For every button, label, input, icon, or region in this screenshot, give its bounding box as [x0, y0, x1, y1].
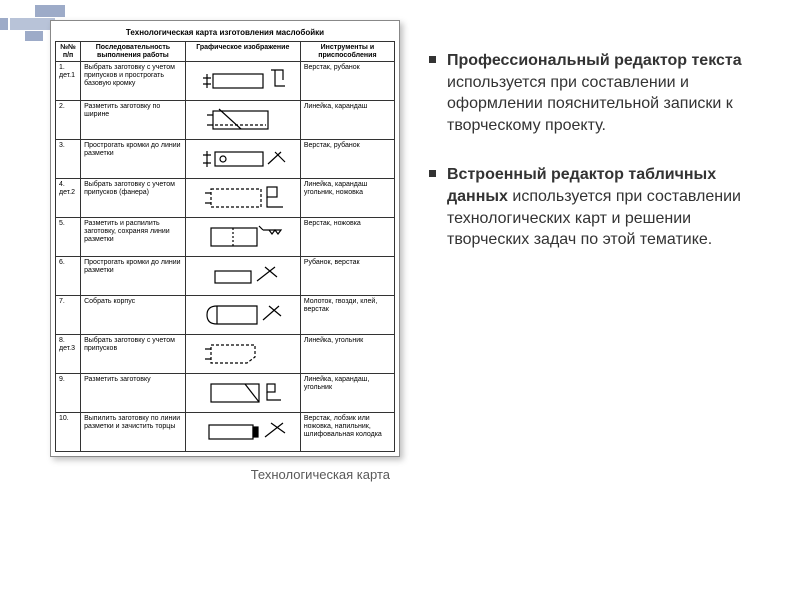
cell-tools: Рубанок, верстак — [300, 257, 394, 296]
table-row: 10.Выпилить заготовку по линии разметки … — [56, 413, 395, 452]
cell-tools: Верстак, рубанок — [300, 140, 394, 179]
cell-number: 4. дет.2 — [56, 179, 81, 218]
left-column: Технологическая карта изготовления масло… — [50, 20, 400, 580]
cell-graphic — [185, 140, 300, 179]
col-header-tools: Инструменты и приспособления — [300, 42, 394, 62]
cell-sequence: Выбрать заготовку с учетом припусков и п… — [81, 62, 186, 101]
cell-sequence: Выбрать заготовку с учетом припусков (фа… — [81, 179, 186, 218]
table-row: 9.Разметить заготовку Линейка, карандаш, … — [56, 374, 395, 413]
cell-tools: Линейка, карандаш, угольник — [300, 374, 394, 413]
cell-graphic — [185, 413, 300, 452]
cell-tools: Верстак, рубанок — [300, 62, 394, 101]
table-row: 7.Собрать корпус Молоток, гвозди, клей, в… — [56, 296, 395, 335]
cell-graphic — [185, 179, 300, 218]
cell-number: 5. — [56, 218, 81, 257]
col-header-sequence: Последовательность выполнения работы — [81, 42, 186, 62]
cell-number: 3. — [56, 140, 81, 179]
col-header-number: №№ п/п — [56, 42, 81, 62]
cell-sequence: Разметить и распилить заготовку, сохраня… — [81, 218, 186, 257]
table-row: 5.Разметить и распилить заготовку, сохра… — [56, 218, 395, 257]
cell-tools: Линейка, угольник — [300, 335, 394, 374]
cell-sequence: Выбрать заготовку с учетом припусков — [81, 335, 186, 374]
cell-number: 6. — [56, 257, 81, 296]
table-row: 6.Прострогать кромки до линии разметки Ру… — [56, 257, 395, 296]
bullet-item: Профессиональный редактор текста использ… — [425, 50, 760, 136]
table-row: 8. дет.3Выбрать заготовку с учетом припу… — [56, 335, 395, 374]
cell-number: 2. — [56, 101, 81, 140]
cell-tools: Верстак, лобзик или ножовка, напильник, … — [300, 413, 394, 452]
cell-tools: Линейка, карандаш угольник, ножовка — [300, 179, 394, 218]
cell-graphic — [185, 218, 300, 257]
cell-number: 9. — [56, 374, 81, 413]
cell-sequence: Прострогать кромки до линии разметки — [81, 257, 186, 296]
cell-graphic — [185, 335, 300, 374]
cell-sequence: Выпилить заготовку по линии разметки и з… — [81, 413, 186, 452]
cell-sequence: Разметить заготовку — [81, 374, 186, 413]
cell-number: 1. дет.1 — [56, 62, 81, 101]
cell-number: 10. — [56, 413, 81, 452]
cell-graphic — [185, 296, 300, 335]
bullet-bold: Профессиональный редактор текста — [447, 52, 742, 69]
col-header-graphic: Графическое изображение — [185, 42, 300, 62]
cell-graphic — [185, 257, 300, 296]
cell-sequence: Разметить заготовку по ширине — [81, 101, 186, 140]
right-column: Профессиональный редактор текста использ… — [425, 20, 760, 580]
slide-content: Технологическая карта изготовления масло… — [50, 20, 770, 580]
table-title: Технологическая карта изготовления масло… — [55, 25, 395, 41]
cell-number: 7. — [56, 296, 81, 335]
bullet-item: Встроенный редактор табличных данных исп… — [425, 164, 760, 250]
table-row: 2.Разметить заготовку по ширине Линейка, … — [56, 101, 395, 140]
table-row: 3.Прострогать кромки до линии разметки Ве… — [56, 140, 395, 179]
table-row: 4. дет.2Выбрать заготовку с учетом припу… — [56, 179, 395, 218]
cell-tools: Верстак, ножовка — [300, 218, 394, 257]
tech-table-container: Технологическая карта изготовления масло… — [50, 20, 400, 457]
cell-tools: Молоток, гвозди, клей, верстак — [300, 296, 394, 335]
cell-sequence: Собрать корпус — [81, 296, 186, 335]
cell-number: 8. дет.3 — [56, 335, 81, 374]
table-header-row: №№ п/п Последовательность выполнения раб… — [56, 42, 395, 62]
bullet-text: используется при составлении и оформлени… — [447, 74, 733, 134]
cell-sequence: Прострогать кромки до линии разметки — [81, 140, 186, 179]
cell-graphic — [185, 101, 300, 140]
cell-graphic — [185, 62, 300, 101]
table-row: 1. дет.1Выбрать заготовку с учетом припу… — [56, 62, 395, 101]
tech-table: №№ п/п Последовательность выполнения раб… — [55, 41, 395, 452]
cell-graphic — [185, 374, 300, 413]
table-caption: Технологическая карта — [50, 467, 400, 482]
bullet-list: Профессиональный редактор текста использ… — [425, 50, 760, 251]
cell-tools: Линейка, карандаш — [300, 101, 394, 140]
